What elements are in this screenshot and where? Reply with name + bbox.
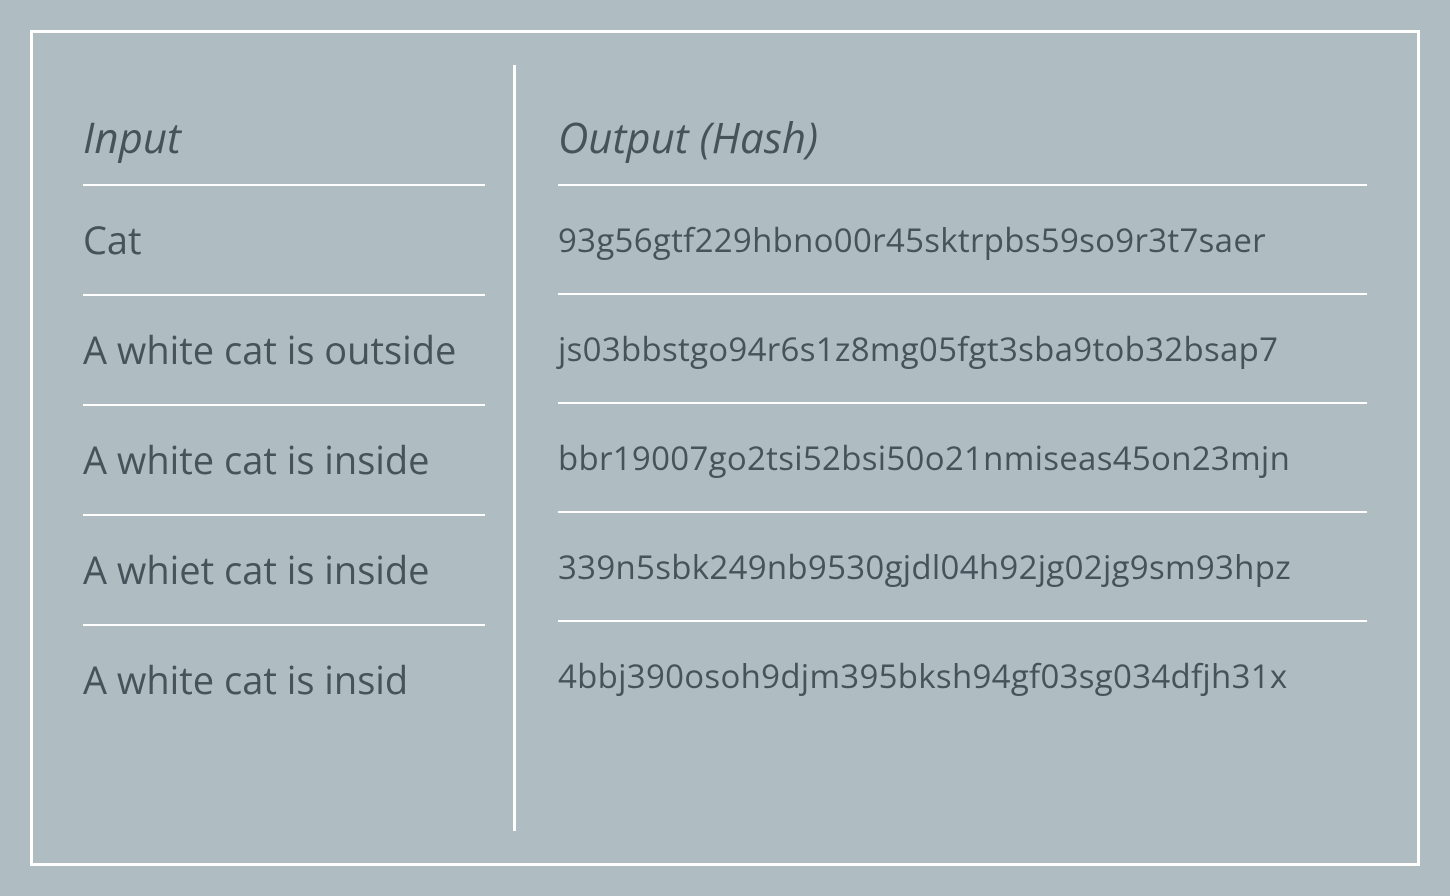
table-row: 339n5sbk249nb9530gjdl04h92jg02jg9sm93hpz bbox=[558, 513, 1367, 622]
table-row: A white cat is inside bbox=[83, 406, 485, 516]
table-row: bbr19007go2tsi52bsi50o21nmiseas45on23mjn bbox=[558, 404, 1367, 513]
input-header: Input bbox=[83, 65, 485, 186]
output-column: Output (Hash) 93g56gtf229hbno00r45sktrpb… bbox=[513, 65, 1367, 831]
table-row: 4bbj390osoh9djm395bksh94gf03sg034dfjh31x bbox=[558, 622, 1367, 729]
output-header: Output (Hash) bbox=[558, 65, 1367, 186]
table-row: A white cat is outside bbox=[83, 296, 485, 406]
table-row: A white cat is insid bbox=[83, 626, 485, 734]
table-row: Cat bbox=[83, 186, 485, 296]
hash-table-frame: Input Cat A white cat is outside A white… bbox=[30, 30, 1420, 866]
input-column: Input Cat A white cat is outside A white… bbox=[83, 65, 513, 831]
table-row: 93g56gtf229hbno00r45sktrpbs59so9r3t7saer bbox=[558, 186, 1367, 295]
hash-table: Input Cat A white cat is outside A white… bbox=[83, 65, 1367, 831]
table-row: js03bbstgo94r6s1z8mg05fgt3sba9tob32bsap7 bbox=[558, 295, 1367, 404]
table-row: A whiet cat is inside bbox=[83, 516, 485, 626]
